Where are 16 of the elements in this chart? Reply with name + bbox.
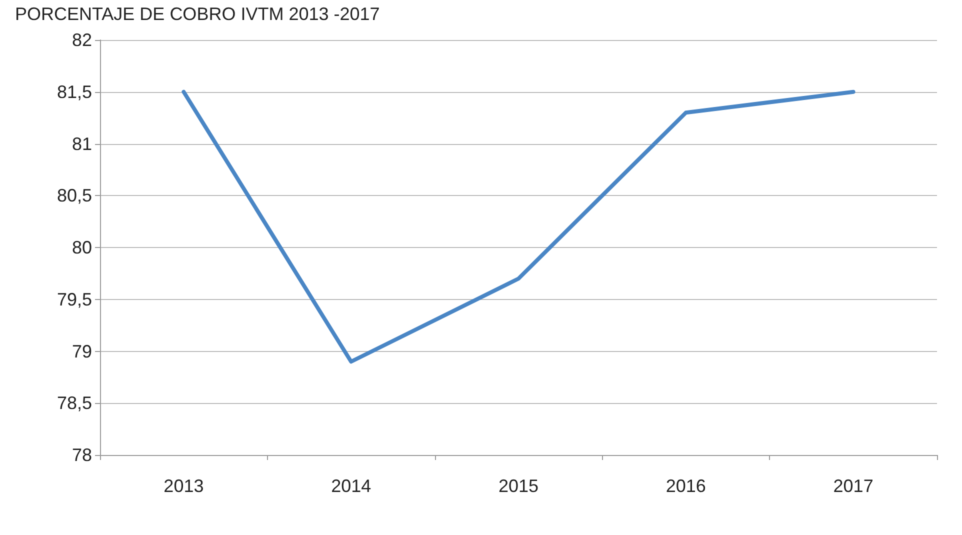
x-tick-label: 2016 xyxy=(666,476,706,496)
x-tick-label: 2017 xyxy=(833,476,874,496)
x-tick-label: 2014 xyxy=(331,476,372,496)
x-tick-label: 2013 xyxy=(164,476,204,496)
chart-title: PORCENTAJE DE COBRO IVTM 2013 -2017 xyxy=(15,4,380,24)
x-tick-label: 2015 xyxy=(498,476,539,496)
y-tick-label: 80 xyxy=(72,238,92,258)
y-tick-label: 78,5 xyxy=(56,393,92,414)
y-tick-label: 79,5 xyxy=(56,289,92,310)
y-tick-label: 78 xyxy=(72,445,92,465)
y-tick-label: 81,5 xyxy=(56,82,92,102)
y-tick-label: 80,5 xyxy=(56,186,92,206)
line-series xyxy=(182,90,856,364)
y-tick-label: 79 xyxy=(72,341,92,362)
y-tick-label: 81 xyxy=(72,134,92,154)
y-tick-label: 82 xyxy=(72,30,92,50)
